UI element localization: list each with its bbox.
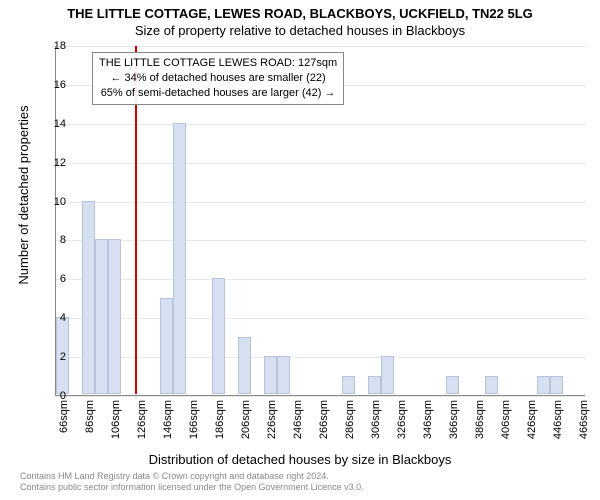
page-title: THE LITTLE COTTAGE, LEWES ROAD, BLACKBOY… [0, 0, 600, 21]
x-tick: 466sqm [578, 400, 590, 450]
annotation-line1: THE LITTLE COTTAGE LEWES ROAD: 127sqm [99, 56, 337, 71]
histogram-bar [238, 337, 251, 394]
histogram-chart: THE LITTLE COTTAGE LEWES ROAD: 127sqm← 3… [55, 46, 585, 396]
x-tick: 446sqm [552, 400, 564, 450]
histogram-bar [446, 376, 459, 394]
footer-line2: Contains public sector information licen… [20, 482, 364, 494]
histogram-bar [264, 356, 277, 394]
x-tick: 266sqm [318, 400, 330, 450]
x-tick: 166sqm [188, 400, 200, 450]
y-tick: 4 [60, 312, 66, 324]
x-tick: 286sqm [344, 400, 356, 450]
histogram-bar [381, 356, 394, 394]
histogram-bar [173, 123, 186, 394]
histogram-bar [537, 376, 550, 394]
histogram-bar [277, 356, 290, 394]
y-tick: 16 [54, 79, 66, 91]
x-tick: 86sqm [84, 400, 96, 450]
histogram-bar [212, 278, 225, 394]
histogram-bar [550, 376, 563, 394]
histogram-bar [160, 298, 173, 394]
histogram-bar [108, 239, 121, 394]
y-tick: 14 [54, 118, 66, 130]
histogram-bar [485, 376, 498, 394]
x-tick: 186sqm [214, 400, 226, 450]
x-tick: 226sqm [266, 400, 278, 450]
x-tick: 426sqm [526, 400, 538, 450]
x-tick: 206sqm [240, 400, 252, 450]
y-tick: 6 [60, 273, 66, 285]
x-tick: 366sqm [448, 400, 460, 450]
x-tick: 126sqm [136, 400, 148, 450]
histogram-bar [82, 201, 95, 394]
histogram-bar [342, 376, 355, 394]
x-tick: 246sqm [292, 400, 304, 450]
x-tick: 106sqm [110, 400, 122, 450]
y-tick: 12 [54, 157, 66, 169]
annotation-line2: ← 34% of detached houses are smaller (22… [99, 71, 337, 86]
annotation-line3: 65% of semi-detached houses are larger (… [99, 86, 337, 101]
y-tick: 2 [60, 351, 66, 363]
x-tick: 146sqm [162, 400, 174, 450]
page-subtitle: Size of property relative to detached ho… [0, 21, 600, 38]
y-tick: 18 [54, 40, 66, 52]
y-axis-label: Number of detached properties [16, 70, 31, 320]
y-tick: 8 [60, 234, 66, 246]
x-tick: 326sqm [396, 400, 408, 450]
footer-text: Contains HM Land Registry data © Crown c… [20, 471, 364, 494]
gridline [56, 396, 586, 397]
x-tick: 66sqm [58, 400, 70, 450]
x-axis-label: Distribution of detached houses by size … [0, 452, 600, 467]
annotation-box: THE LITTLE COTTAGE LEWES ROAD: 127sqm← 3… [92, 52, 344, 105]
x-tick: 386sqm [474, 400, 486, 450]
plot-area: THE LITTLE COTTAGE LEWES ROAD: 127sqm← 3… [55, 46, 585, 396]
footer-line1: Contains HM Land Registry data © Crown c… [20, 471, 364, 483]
histogram-bar [95, 239, 108, 394]
x-tick: 406sqm [500, 400, 512, 450]
x-tick: 306sqm [370, 400, 382, 450]
histogram-bar [368, 376, 381, 394]
x-tick: 346sqm [422, 400, 434, 450]
y-tick: 10 [54, 196, 66, 208]
